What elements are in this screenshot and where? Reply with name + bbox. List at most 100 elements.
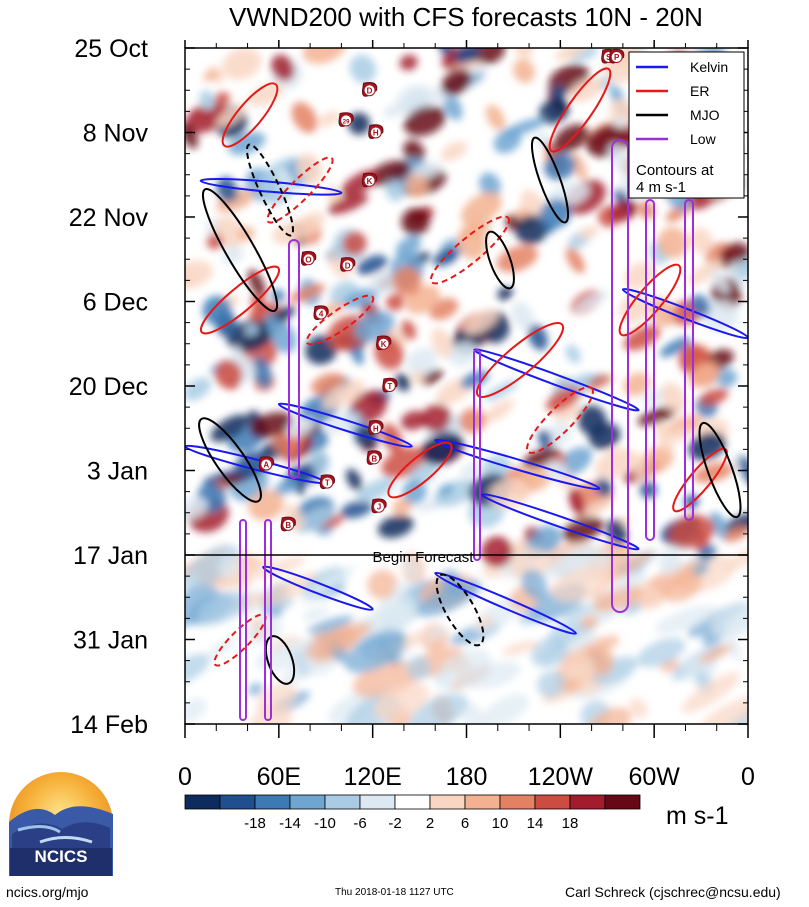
anomaly-patch (392, 266, 422, 296)
y-axis: 25 Oct 8 Nov 22 Nov 6 Dec 20 Dec 3 Jan 17 Jan 3… (69, 35, 748, 739)
anomaly-patch (309, 448, 330, 476)
er-contour (475, 322, 565, 398)
anomaly-patch (421, 431, 464, 465)
anomaly-patch (512, 59, 536, 84)
low-contour (611, 139, 629, 613)
colorbar-tick-label: 10 (492, 815, 509, 832)
anomaly-patch (202, 295, 232, 325)
colorbar-swatch (289, 794, 326, 810)
colorbar-swatch (464, 794, 501, 810)
anomaly-patch (346, 468, 363, 491)
legend-box (628, 51, 745, 199)
er-contour (387, 441, 453, 499)
x-tick-label: 180 (446, 763, 488, 791)
storm-marker: 29 (338, 112, 354, 127)
anomaly-patch (245, 323, 259, 336)
anomaly-patch (203, 70, 218, 82)
anomaly-patch (501, 640, 539, 656)
anomaly-patch (307, 615, 354, 634)
storm-marker: D (340, 257, 356, 272)
anomaly-patch (248, 682, 263, 696)
er-contour (618, 263, 682, 337)
anomaly-patch (527, 323, 548, 351)
anomaly-patch (185, 260, 213, 289)
storm-marker: P (609, 48, 625, 64)
anomaly-patch (608, 143, 631, 174)
storm-marker: D (362, 82, 378, 97)
anomaly-patch (256, 555, 307, 579)
anomaly-patch (394, 373, 411, 392)
anomaly-patch (574, 290, 609, 313)
storm-marker: K (376, 335, 392, 351)
y-tick-label: 31 Jan (73, 627, 148, 655)
anomaly-patch (654, 605, 718, 634)
storm-marker-label: A (263, 460, 269, 469)
storm-marker-label: B (285, 521, 291, 530)
colorbar-tick-label: -18 (244, 815, 266, 832)
legend-note-line1: Contours at (636, 162, 714, 179)
mjo-contour (435, 573, 485, 647)
anomaly-patch (623, 325, 661, 351)
anomaly-patch (196, 591, 248, 625)
anomaly-patch (441, 68, 472, 96)
y-tick-label: 14 Feb (70, 711, 148, 739)
er-contour (199, 265, 281, 335)
anomaly-patch (631, 452, 646, 482)
anomaly-patch (564, 631, 597, 653)
footer-timestamp: Thu 2018-01-18 1127 UTC (335, 887, 454, 898)
anomaly-patch (214, 359, 243, 389)
anomaly-patch (578, 225, 600, 240)
anomaly-patch (493, 128, 522, 154)
y-tick-label: 17 Jan (73, 542, 148, 570)
storm-marker: B (280, 516, 296, 532)
anomaly-patch (613, 115, 628, 129)
anomaly-patch (461, 702, 486, 724)
low-contour (288, 239, 300, 479)
anomaly-patch (214, 92, 230, 106)
colorbar-swatch (184, 794, 221, 810)
anomaly-patch (393, 578, 421, 594)
storm-marker: T (319, 474, 336, 490)
anomaly-patch (594, 657, 614, 676)
colorbar-swatch (394, 794, 431, 810)
anomaly-patch (552, 86, 567, 101)
anomaly-patch (565, 344, 581, 364)
anomaly-patch (511, 301, 535, 331)
anomaly-patch (621, 601, 645, 616)
anomaly-patch (688, 432, 726, 461)
anomaly-patch (661, 573, 703, 603)
anomaly-patch (273, 478, 300, 496)
y-tick-label: 3 Jan (87, 458, 148, 486)
low-contour (239, 519, 247, 721)
storm-marker: K (362, 172, 378, 188)
anomaly-patch (252, 356, 273, 389)
anomaly-patch (378, 591, 416, 625)
anomaly-patch (185, 544, 239, 590)
anomaly-patch (307, 622, 372, 657)
anomaly-patch (624, 261, 655, 290)
colorbar: -18 -14 -10 -6 -2 2 6 10 14 18 (184, 794, 641, 832)
anomaly-patch (377, 515, 414, 538)
anomaly-patch (639, 481, 657, 499)
anomaly-patch (457, 227, 487, 260)
anomaly-patch (655, 421, 675, 454)
anomaly-patch (561, 603, 596, 619)
anomaly-patch (280, 659, 318, 686)
anomaly-patch (648, 562, 708, 589)
anomaly-patch (687, 259, 724, 286)
anomaly-patch (406, 655, 431, 681)
anomaly-patch (698, 644, 733, 664)
storm-marker: T (382, 377, 398, 393)
storm-marker: A (258, 456, 275, 471)
anomaly-patch (703, 300, 739, 333)
storm-marker: H (368, 124, 384, 139)
anomaly-patch (250, 294, 266, 313)
storm-marker-label: 4 (319, 310, 324, 319)
anomaly-patch (546, 386, 581, 412)
low-contour (473, 349, 481, 561)
storm-marker-label: T (387, 382, 392, 391)
footer-url[interactable]: ncics.org/mjo (6, 884, 89, 900)
anomaly-patch (354, 311, 395, 342)
storm-marker-label: J (377, 503, 381, 512)
anomaly-patch (356, 255, 388, 275)
